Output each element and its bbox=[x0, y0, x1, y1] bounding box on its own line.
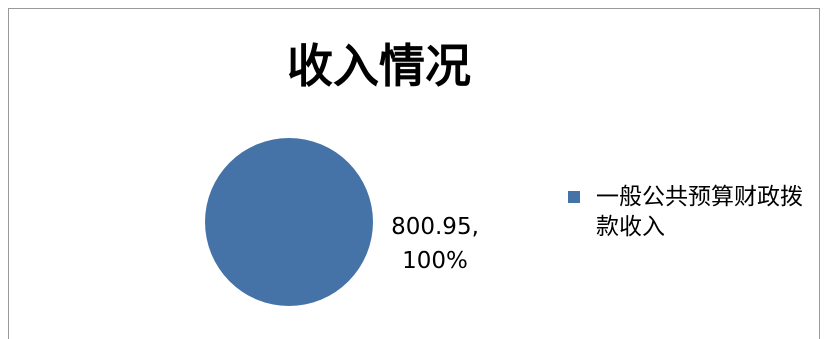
pie-data-label: 800.95, 100% bbox=[375, 210, 495, 278]
legend-swatch-icon bbox=[568, 191, 580, 203]
pie-slice-0 bbox=[205, 138, 373, 306]
data-label-percent: 100% bbox=[402, 248, 468, 274]
chart-title: 收入情况 bbox=[287, 39, 471, 93]
pie-slices bbox=[205, 138, 373, 306]
chart-frame: 收入情况 bbox=[8, 8, 820, 339]
data-label-value: 800.95, bbox=[391, 214, 479, 240]
legend-label: 一般公共预算财政拨款收入 bbox=[596, 184, 803, 240]
